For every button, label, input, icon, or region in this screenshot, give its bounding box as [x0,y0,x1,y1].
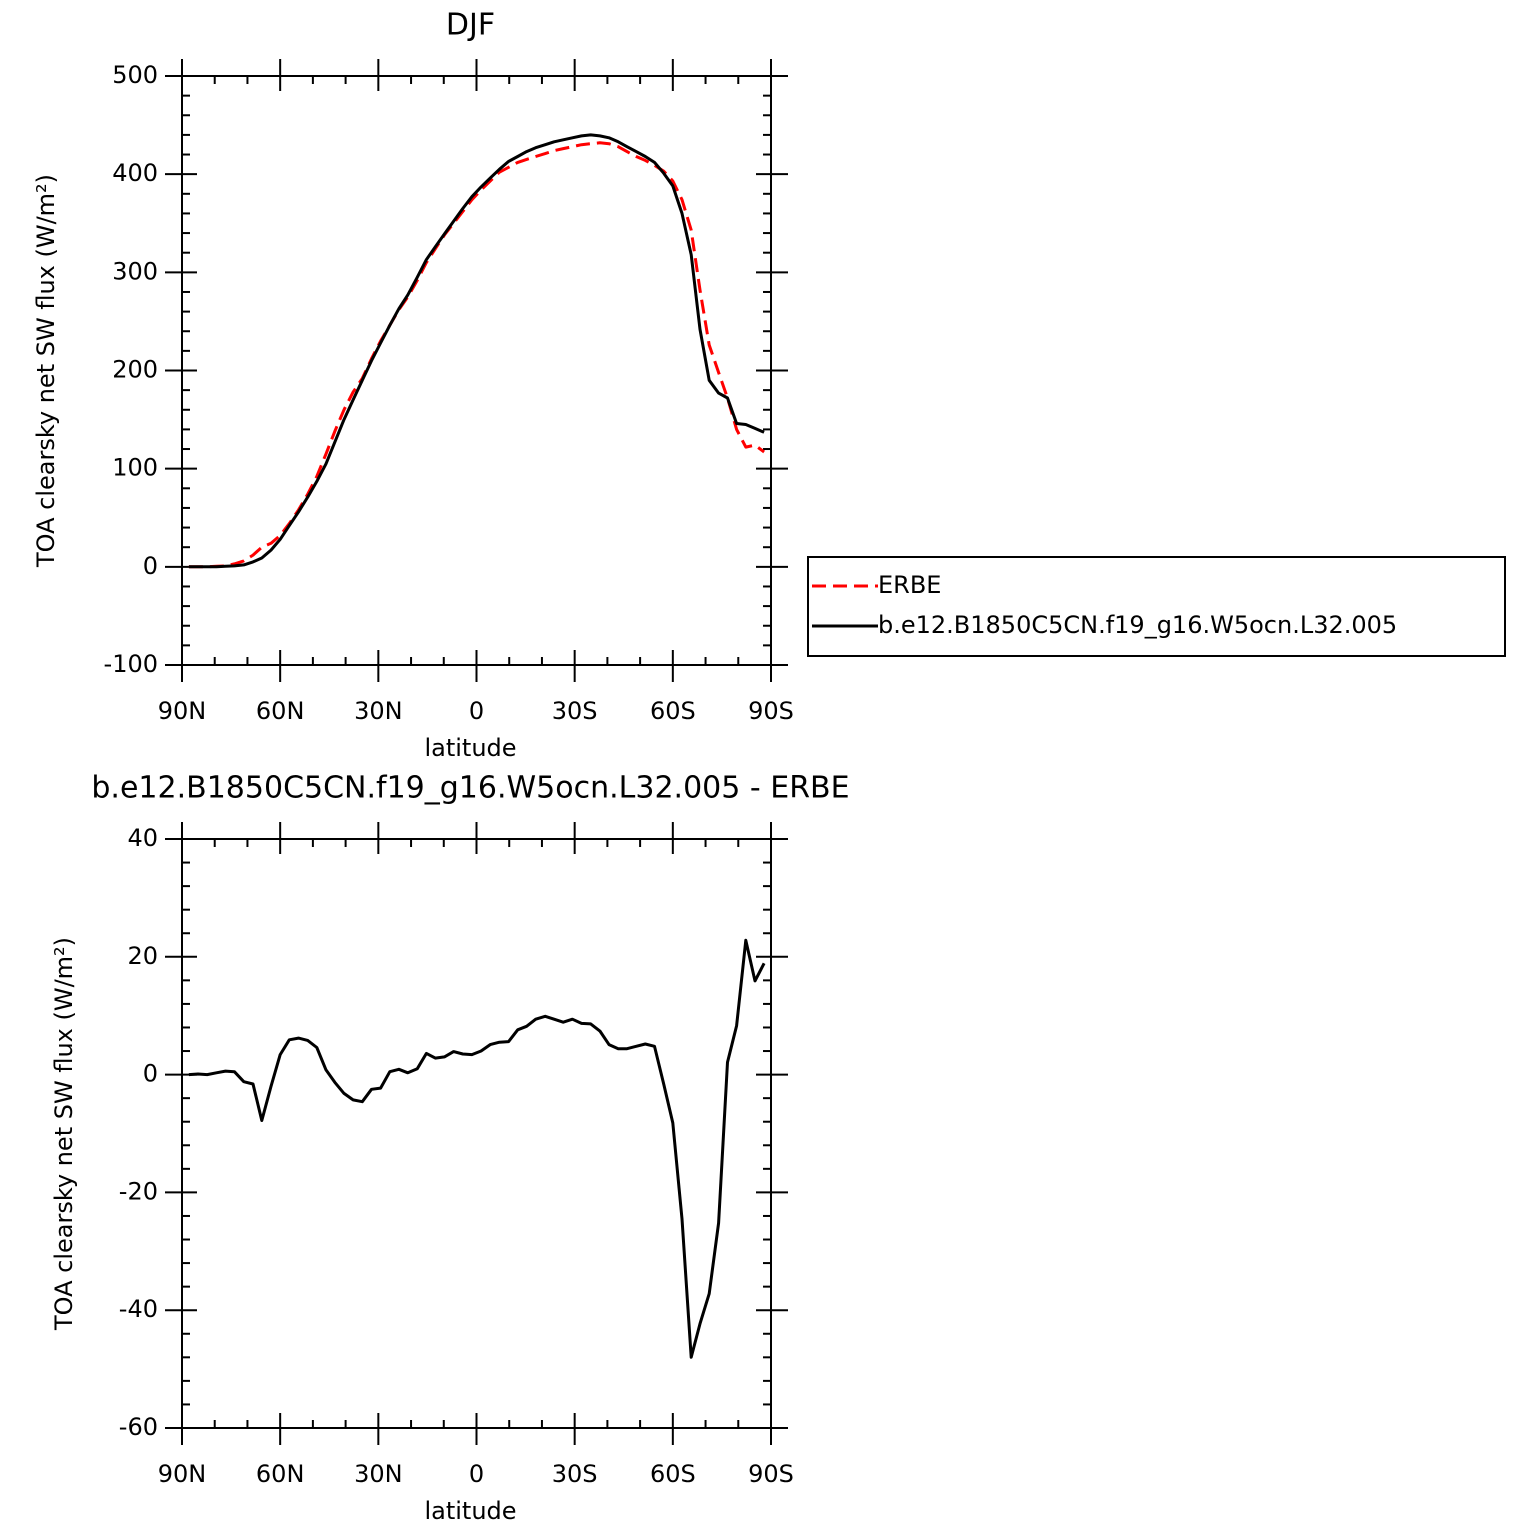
x-tick-label: 30N [354,1460,403,1488]
y-axis-label: TOA clearsky net SW flux (W/m²) [50,937,78,1331]
x-tick-label: 0 [469,1460,484,1488]
x-axis-label: latitude [424,734,516,762]
x-tick-label: 90S [748,1460,794,1488]
x-tick-label: 60S [650,1460,696,1488]
y-tick-label: 500 [112,61,158,89]
plot-frame [181,838,772,1429]
plot-frame [181,75,772,666]
data-line [188,133,765,569]
x-tick-label: 60S [650,697,696,725]
x-tick-label: 30N [354,697,403,725]
y-axis-label: TOA clearsky net SW flux (W/m²) [32,174,60,568]
x-tick-label: 0 [469,697,484,725]
y-tick-label: 100 [112,454,158,482]
y-tick-label: 0 [143,552,158,580]
x-tick-label: 60N [256,697,305,725]
x-tick-label: 30S [552,697,598,725]
x-tick-label: 60N [256,1460,305,1488]
x-tick-label: 90N [158,697,207,725]
data-line [188,141,766,569]
x-tick-label: 30S [552,1460,598,1488]
legend-box [807,556,1506,657]
x-tick-label: 90S [748,697,794,725]
x-axis-label: latitude [424,1497,516,1525]
chart-title: DJF [446,8,495,43]
y-tick-label: 300 [112,257,158,285]
chart-title: b.e12.B1850C5CN.f19_g16.W5ocn.L32.005 - … [91,771,849,806]
legend-label: b.e12.B1850C5CN.f19_g16.W5ocn.L32.005 [878,611,1397,639]
y-tick-label: 40 [127,824,158,852]
data-line [188,938,766,1359]
y-tick-label: 200 [112,356,158,384]
x-tick-label: 90N [158,1460,207,1488]
y-tick-label: -100 [104,650,158,678]
y-tick-label: -40 [119,1295,158,1323]
y-tick-label: 0 [143,1060,158,1088]
y-tick-label: 400 [112,159,158,187]
y-tick-label: -20 [119,1177,158,1205]
y-tick-label: 20 [127,942,158,970]
y-tick-label: -60 [119,1413,158,1441]
legend-label: ERBE [878,571,941,599]
